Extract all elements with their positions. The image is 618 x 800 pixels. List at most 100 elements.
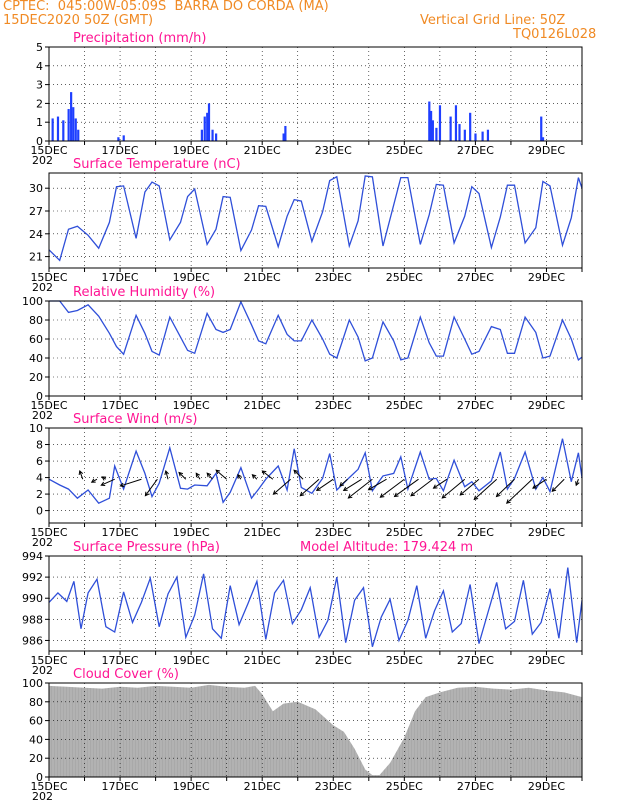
year-stub: 202 <box>32 154 53 167</box>
header-grid-note: Vertical Grid Line: 50Z <box>420 13 566 28</box>
wind-vector-head <box>505 499 511 504</box>
y-tick-label: 5 <box>36 41 43 54</box>
wind-vector-head <box>206 472 212 478</box>
precipitation-frame <box>48 46 583 142</box>
x-tick-label: 15DEC <box>30 399 67 412</box>
pressure-series-line <box>48 567 583 647</box>
x-tick-label: 25DEC <box>386 526 423 539</box>
wind-vector <box>433 478 448 489</box>
wind-vector <box>120 478 142 487</box>
y-tick-label: 0 <box>36 505 43 518</box>
x-tick-label: 15DEC <box>30 780 67 793</box>
wind-vector <box>144 478 158 497</box>
wind-vector-head <box>339 482 344 487</box>
wind-vector <box>551 478 565 492</box>
x-tick-label: 21DEC <box>244 399 281 412</box>
wind-vector <box>348 478 373 499</box>
wind-vector <box>496 478 515 497</box>
wind-vector <box>394 478 419 497</box>
precip-bar <box>486 129 490 141</box>
year-stub: 202 <box>32 281 53 294</box>
wind-vector <box>215 469 227 480</box>
x-tick-label: 29DEC <box>528 399 565 412</box>
pressure-frame <box>48 555 583 652</box>
precip-bar <box>51 118 54 141</box>
wind-vector-head <box>432 484 438 489</box>
x-tick-label: 23DEC <box>315 780 352 793</box>
x-tick-label: 23DEC <box>315 399 352 412</box>
wind-vector <box>206 472 213 480</box>
wind-vector <box>101 478 115 486</box>
y-tick-label: 100 <box>22 295 43 308</box>
wind-vector <box>195 472 201 480</box>
precip-bar <box>67 109 70 141</box>
humidity-title: Relative Humidity (%) <box>73 285 215 300</box>
x-tick-label: 23DEC <box>315 526 352 539</box>
wind-vector <box>79 470 84 480</box>
y-tick-label: 986 <box>22 634 43 647</box>
pressure-title: Surface Pressure (hPa) <box>73 540 220 555</box>
cloud-frame <box>48 682 583 778</box>
y-tick-label: 20 <box>29 752 43 765</box>
wind-series-line <box>48 438 583 505</box>
wind-vector-head <box>473 495 479 501</box>
y-tick-label: 990 <box>22 592 43 605</box>
precip-bar <box>200 129 203 141</box>
y-tick-label: 24 <box>29 228 43 241</box>
wind-vector-head <box>78 469 84 475</box>
wind-vector-head <box>215 469 221 475</box>
x-tick-label: 15DEC <box>30 654 67 667</box>
wind-vector-head <box>495 492 501 498</box>
x-tick-label: 29DEC <box>528 144 565 157</box>
y-tick-label: 1 <box>36 116 43 129</box>
wind-vector-head <box>144 491 150 497</box>
wind-vector-head <box>342 486 348 492</box>
y-tick-label: 4 <box>36 60 43 73</box>
wind-vector-head <box>367 486 373 491</box>
wind-vector-head <box>100 481 106 487</box>
x-tick-label: 29DEC <box>528 780 565 793</box>
wind-vector-head <box>90 478 96 483</box>
wind-vector-head <box>459 491 465 496</box>
temperature-series-line <box>48 175 583 262</box>
x-tick-label: 17DEC <box>102 654 139 667</box>
precip-bar <box>428 101 431 141</box>
humidity-series-line <box>49 300 583 362</box>
y-tick-label: 100 <box>22 677 43 690</box>
humidity-frame <box>48 300 583 397</box>
wind-vector-head <box>237 473 242 479</box>
header-line2: 15DEC2020 50Z (GMT) <box>3 13 154 28</box>
y-tick-label: 40 <box>29 352 43 365</box>
x-tick-label: 15DEC <box>30 526 67 539</box>
precip-bar <box>211 129 214 141</box>
precip-bar <box>70 92 73 141</box>
year-stub: 202 <box>32 664 53 677</box>
x-tick-label: 19DEC <box>173 399 210 412</box>
wind-vector-head <box>178 471 184 477</box>
wind-vector <box>273 478 291 495</box>
y-tick-label: 8 <box>36 439 43 452</box>
wind-vector <box>459 478 480 496</box>
x-tick-label: 17DEC <box>102 526 139 539</box>
wind-vector-head <box>532 484 537 489</box>
wind-vector <box>299 478 320 497</box>
wind-vector <box>532 478 547 489</box>
x-tick-label: 27DEC <box>457 271 494 284</box>
x-tick-label: 21DEC <box>244 144 281 157</box>
y-tick-label: 2 <box>36 97 43 110</box>
wind-frame <box>48 427 583 524</box>
x-tick-label: 23DEC <box>315 144 352 157</box>
y-tick-label: 992 <box>22 571 43 584</box>
precip-bar <box>540 116 543 141</box>
precip-bar <box>431 120 434 141</box>
wind-vector <box>293 469 304 480</box>
wind-vector <box>575 479 579 486</box>
wind-vector-head <box>164 469 169 475</box>
wind-vector <box>410 478 434 497</box>
precip-bar <box>62 120 65 141</box>
wind-vector <box>441 478 466 499</box>
wind-vector <box>506 478 533 504</box>
y-tick-label: 60 <box>29 333 43 346</box>
wind-vector-head <box>393 492 399 498</box>
